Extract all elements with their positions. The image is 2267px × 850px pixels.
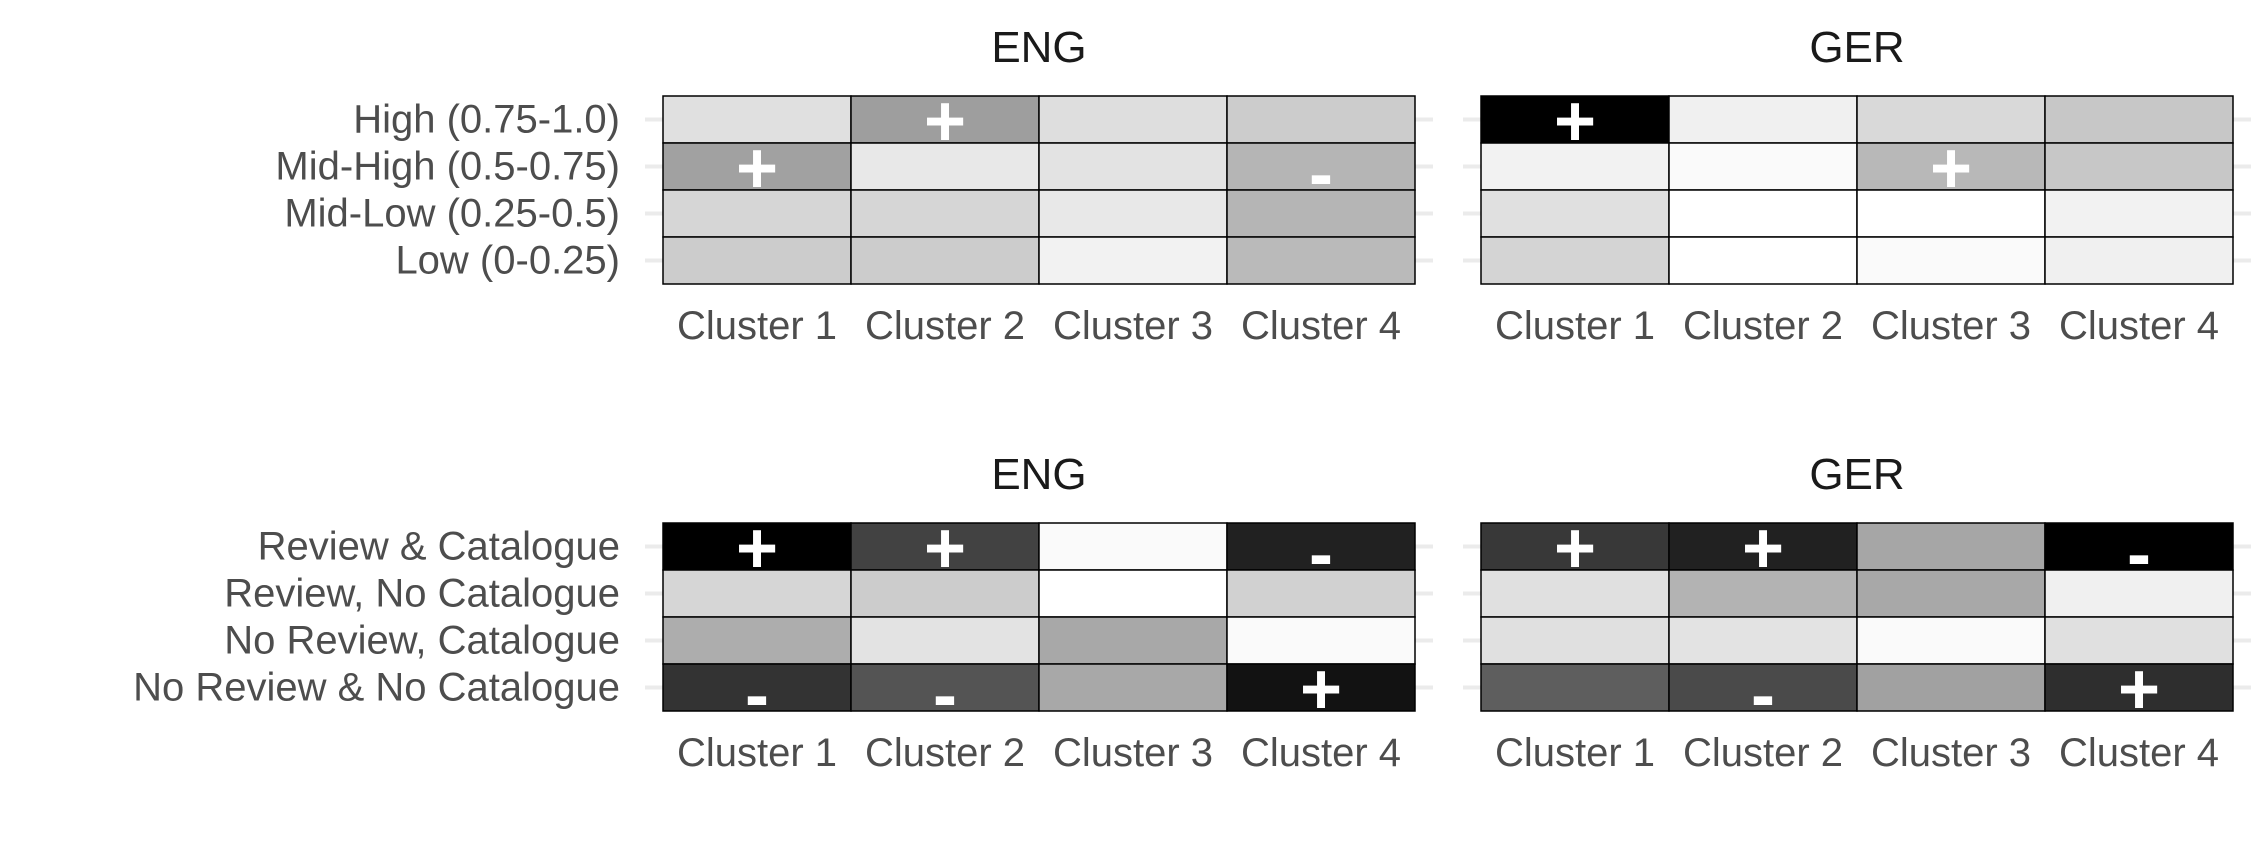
- heatmap-cell: [2044, 142, 2234, 191]
- column-label: Cluster 1: [1495, 731, 1655, 775]
- row-label: Mid-High (0.5-0.75): [275, 145, 620, 189]
- heatmap-cell: [662, 142, 852, 191]
- column-label: Cluster 3: [1871, 304, 2031, 348]
- heatmap-cell: [1038, 142, 1228, 191]
- heatmap-cell: [1856, 236, 2046, 285]
- heatmap-cell: [2044, 236, 2234, 285]
- heatmap-cell: [1668, 95, 1858, 144]
- column-label: Cluster 1: [1495, 304, 1655, 348]
- heatmap-cell: [1668, 663, 1858, 712]
- heatmap-cell: [1856, 142, 2046, 191]
- facet-title: GER: [1809, 450, 1904, 499]
- column-label: Cluster 2: [865, 304, 1025, 348]
- column-label: Cluster 3: [1871, 731, 2031, 775]
- heatmap-cell: [1480, 236, 1670, 285]
- heatmap-cell: [1038, 95, 1228, 144]
- heatmap-cell: [1668, 616, 1858, 665]
- heatmap-cell: [850, 569, 1040, 618]
- column-label: Cluster 2: [1683, 731, 1843, 775]
- heatmap-cell: [1038, 616, 1228, 665]
- row-label: Mid-Low (0.25-0.5): [284, 192, 620, 236]
- heatmap-cell: [1856, 569, 2046, 618]
- column-label: Cluster 4: [2059, 731, 2219, 775]
- heatmap-cell: [1226, 663, 1416, 712]
- heatmap-cell: [850, 142, 1040, 191]
- column-label: Cluster 1: [677, 304, 837, 348]
- heatmap-cell: [1226, 616, 1416, 665]
- row-label: High (0.75-1.0): [353, 98, 620, 142]
- heatmap-cell: [1856, 616, 2046, 665]
- heatmap-cell: [1226, 522, 1416, 571]
- heatmap-cell: [1038, 569, 1228, 618]
- column-label: Cluster 4: [2059, 304, 2219, 348]
- column-label: Cluster 1: [677, 731, 837, 775]
- heatmap-cell: [850, 189, 1040, 238]
- heatmap-cell: [1856, 95, 2046, 144]
- heatmap-cell: [662, 522, 852, 571]
- heatmap-cell: [1038, 236, 1228, 285]
- heatmap-cell: [1038, 522, 1228, 571]
- heatmap-cell: [662, 236, 852, 285]
- heatmap-cell: [1668, 189, 1858, 238]
- column-label: Cluster 3: [1053, 731, 1213, 775]
- heatmap-cell: [2044, 522, 2234, 571]
- heatmap-cell: [1038, 189, 1228, 238]
- heatmap-cell: [1856, 189, 2046, 238]
- heatmap-cell: [1668, 569, 1858, 618]
- row-label: No Review & No Catalogue: [133, 666, 620, 710]
- heatmap-cell: [1480, 663, 1670, 712]
- heatmap-cell: [1668, 236, 1858, 285]
- facet-title: ENG: [991, 450, 1086, 499]
- column-label: Cluster 3: [1053, 304, 1213, 348]
- row-label: No Review, Catalogue: [224, 619, 620, 663]
- minus-sign-label: -: [745, 656, 769, 736]
- heatmap-cell: [2044, 95, 2234, 144]
- heatmap-cell: [1226, 569, 1416, 618]
- heatmap-cell: [1480, 616, 1670, 665]
- heatmap-cell: [1480, 142, 1670, 191]
- heatmap-cell: [1226, 142, 1416, 191]
- minus-sign-label: -: [1751, 656, 1775, 736]
- row-label: Review, No Catalogue: [224, 572, 620, 616]
- plus-sign-label: +: [2118, 650, 2160, 730]
- heatmap-cell: [2044, 189, 2234, 238]
- column-label: Cluster 2: [1683, 304, 1843, 348]
- heatmap-cell: [2044, 569, 2234, 618]
- heatmap-cell: [1856, 522, 2046, 571]
- heatmap-cell: [662, 616, 852, 665]
- facet-title: ENG: [991, 23, 1086, 72]
- row-label: Review & Catalogue: [258, 525, 620, 569]
- heatmap-cell: [1226, 236, 1416, 285]
- heatmap-cell: [850, 663, 1040, 712]
- heatmap-cell: [1856, 663, 2046, 712]
- heatmap-cell: [2044, 663, 2234, 712]
- heatmap-cell: [1668, 142, 1858, 191]
- heatmap-cell: [662, 569, 852, 618]
- minus-sign-label: -: [933, 656, 957, 736]
- heatmap-cell: [662, 189, 852, 238]
- column-label: Cluster 4: [1241, 731, 1401, 775]
- heatmap-cell: [662, 95, 852, 144]
- row-label: Low (0-0.25): [395, 239, 620, 283]
- heatmap-cell: [1480, 189, 1670, 238]
- plus-sign-label: +: [1300, 650, 1342, 730]
- facet-title: GER: [1809, 23, 1904, 72]
- heatmap-cell: [850, 522, 1040, 571]
- heatmap-cell: [1226, 189, 1416, 238]
- column-label: Cluster 2: [865, 731, 1025, 775]
- heatmap-cell: [1480, 569, 1670, 618]
- heatmap-cell: [1226, 95, 1416, 144]
- column-label: Cluster 4: [1241, 304, 1401, 348]
- heatmap-cell: [662, 663, 852, 712]
- heatmap-cell: [850, 236, 1040, 285]
- heatmap-cell: [1038, 663, 1228, 712]
- heatmap-cell: [2044, 616, 2234, 665]
